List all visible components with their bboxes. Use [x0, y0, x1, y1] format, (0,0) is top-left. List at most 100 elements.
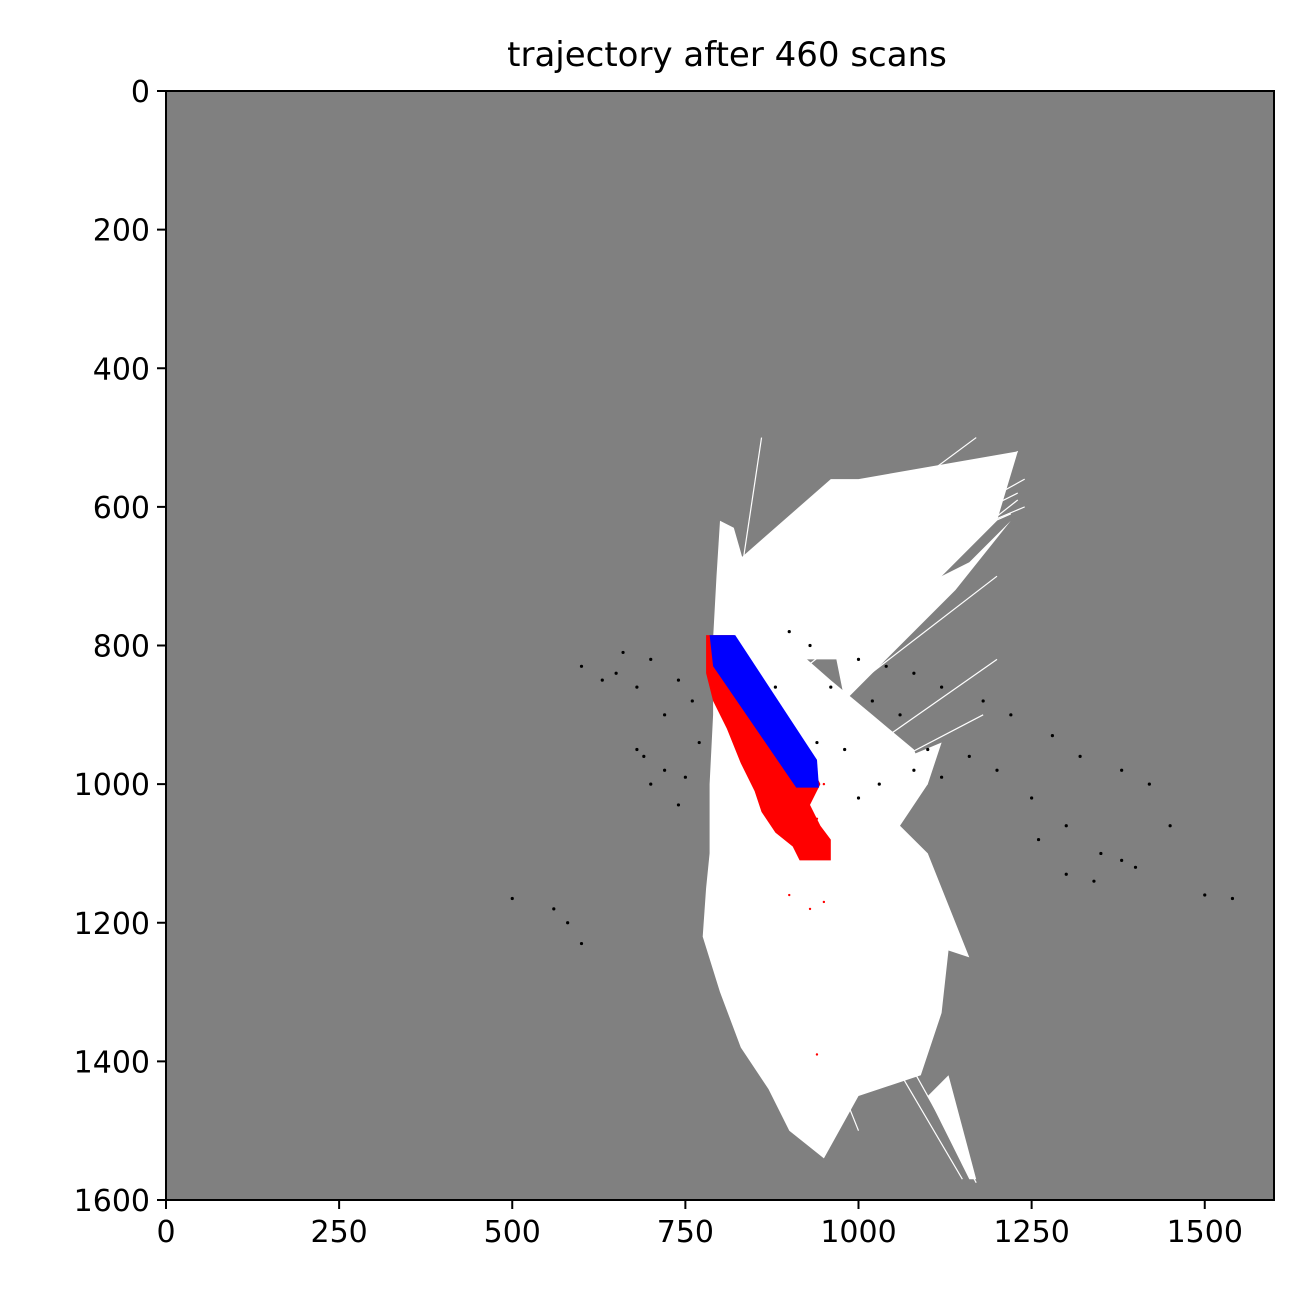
- x-tick-label-5: 1250: [993, 1215, 1069, 1250]
- free-space-region-2: [830, 520, 1011, 701]
- trajectory-estimated-speck-4: [815, 1053, 819, 1056]
- occupied-point-0-13: [663, 768, 667, 772]
- occupied-point-0-7: [614, 671, 618, 675]
- trajectory-estimated-speck-1: [788, 893, 791, 897]
- occupied-point-1-21: [1036, 837, 1041, 842]
- occupied-point-1-2: [898, 713, 902, 717]
- occupied-point-1-19: [884, 664, 888, 668]
- free-space-region-4: [927, 1075, 977, 1180]
- occupied-point-1-3: [926, 747, 930, 752]
- occupied-point-2-1: [912, 768, 916, 772]
- occupied-point-0-14: [676, 803, 681, 807]
- plot-area: [166, 91, 1274, 1200]
- y-tick-label-5: 1000: [74, 768, 150, 803]
- occupied-point-3-0: [510, 896, 514, 901]
- occupied-point-1-20: [856, 657, 861, 661]
- y-tick-label-3: 600: [93, 491, 150, 526]
- occupied-point-2-5: [815, 740, 819, 745]
- scan-ray-9: [858, 658, 998, 757]
- y-tick-label-6: 1200: [74, 907, 150, 942]
- occupied-point-1-8: [1099, 851, 1103, 856]
- x-tick-label-3: 750: [657, 1215, 714, 1250]
- scan-ray-8: [816, 575, 998, 716]
- scan-ray-12: [830, 922, 977, 1183]
- occupied-point-3-5: [1230, 896, 1235, 901]
- occupied-point-3-2: [566, 921, 570, 925]
- x-tick-label-4: 1000: [820, 1215, 896, 1250]
- trajectory-reference-path: [709, 635, 819, 788]
- y-tick-label-4: 800: [93, 630, 150, 665]
- occupied-point-0-9: [697, 740, 701, 745]
- y-tick-label-7: 1400: [74, 1045, 150, 1080]
- occupied-point-2-4: [843, 747, 847, 752]
- y-tick-label-1: 200: [93, 214, 150, 249]
- scan-ray-13: [823, 943, 963, 1180]
- occupied-point-0-10: [683, 775, 687, 779]
- scan-ray-5: [775, 513, 1012, 619]
- trajectory-estimated-speck-2: [808, 907, 812, 911]
- occupied-point-0-5: [663, 713, 667, 717]
- occupied-point-2-0: [877, 782, 881, 786]
- occupied-point-2-2: [940, 775, 944, 779]
- scan-ray-7: [788, 499, 1019, 681]
- x-tick-label-0: 0: [156, 1215, 175, 1250]
- scan-ray-2: [747, 478, 1025, 633]
- occupied-point-0-8: [600, 678, 604, 682]
- occupied-point-3-4: [1203, 893, 1207, 897]
- occupied-point-1-0: [829, 685, 833, 689]
- chart-title: trajectory after 460 scans: [507, 35, 947, 75]
- occupied-point-0-15: [642, 754, 646, 759]
- occupied-point-1-9: [1133, 865, 1138, 869]
- occupied-point-1-16: [981, 699, 985, 703]
- occupied-point-2-3: [856, 796, 861, 800]
- occupied-point-1-1: [870, 699, 874, 703]
- occupied-point-1-10: [1168, 824, 1172, 828]
- trajectory-estimated-speck-0: [815, 817, 819, 820]
- occupied-point-4-0: [808, 643, 812, 648]
- occupied-point-1-22: [1064, 872, 1068, 876]
- occupied-point-1-23: [1092, 879, 1096, 883]
- occupied-point-0-12: [635, 747, 639, 752]
- occupied-point-1-24: [1120, 858, 1124, 862]
- x-tick-label-6: 1500: [1167, 1215, 1243, 1250]
- scan-ray-6: [733, 437, 977, 619]
- y-tick-label-2: 400: [93, 352, 150, 387]
- occupied-point-0-2: [649, 657, 653, 661]
- y-tick-label-8: 1600: [74, 1184, 150, 1219]
- occupied-point-1-18: [912, 671, 916, 675]
- y-tick-label-0: 0: [131, 75, 150, 110]
- occupied-point-3-3: [579, 941, 584, 946]
- free-space-region-1: [720, 451, 1018, 660]
- occupied-point-1-15: [1009, 713, 1013, 717]
- occupied-point-1-4: [967, 754, 971, 759]
- occupied-point-1-6: [1030, 796, 1034, 800]
- occupied-point-1-13: [1078, 754, 1082, 759]
- x-tick-label-2: 500: [484, 1215, 541, 1250]
- occupied-point-1-14: [1050, 734, 1054, 738]
- occupied-point-0-11: [649, 782, 653, 786]
- y-axis: 0 200 400 600 800 1000 1200 1400 1600: [74, 75, 166, 1219]
- occupied-point-0-6: [635, 685, 639, 689]
- x-axis: 0 250 500 750 1000 1250 1500: [156, 1200, 1243, 1250]
- occupied-point-1-7: [1064, 824, 1068, 828]
- occupied-point-0-4: [690, 699, 694, 703]
- free-space-region-0: [702, 520, 970, 1159]
- scan-ray-4: [761, 506, 1025, 619]
- free-space-region-3: [858, 742, 942, 819]
- occupied-point-4-1: [787, 630, 791, 634]
- scan-ray-14: [802, 991, 860, 1131]
- occupied-point-3-1: [552, 907, 556, 911]
- occupied-point-0-3: [676, 678, 681, 682]
- occupied-point-4-2: [773, 685, 778, 689]
- occupied-point-0-1: [621, 650, 625, 655]
- trajectory-estimated-speck-5: [822, 782, 826, 786]
- occupied-point-1-5: [995, 768, 999, 772]
- occupied-point-0-0: [579, 664, 584, 668]
- trajectory-estimated-speck-3: [822, 900, 826, 904]
- occupied-point-1-11: [1147, 782, 1151, 786]
- occupied-point-1-17: [940, 685, 944, 689]
- scan-ray-10: [823, 714, 984, 799]
- scan-ray-11: [740, 437, 763, 577]
- occupied-point-1-12: [1120, 768, 1124, 772]
